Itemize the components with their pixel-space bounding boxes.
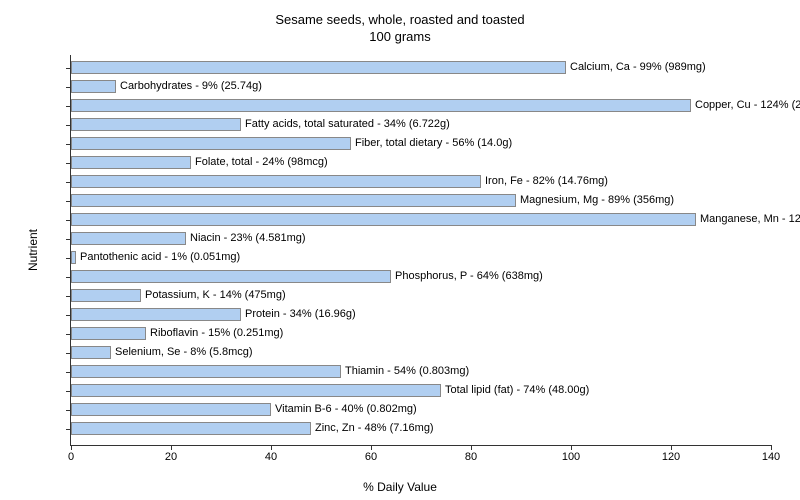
x-tick-label: 140 — [762, 451, 780, 463]
x-tick-label: 40 — [265, 451, 277, 463]
bar-label: Magnesium, Mg - 89% (356mg) — [520, 194, 674, 207]
y-tick-mark — [66, 220, 71, 221]
x-tick-mark — [571, 445, 572, 450]
title-line-2: 100 grams — [0, 29, 800, 46]
bar — [71, 289, 141, 302]
chart-container: Sesame seeds, whole, roasted and toasted… — [0, 0, 800, 500]
bar — [71, 384, 441, 397]
bar-label: Iron, Fe - 82% (14.76mg) — [485, 175, 608, 188]
y-tick-mark — [66, 106, 71, 107]
x-tick-mark — [71, 445, 72, 450]
bar-label: Vitamin B-6 - 40% (0.802mg) — [275, 403, 417, 416]
y-tick-mark — [66, 125, 71, 126]
y-axis-label: Nutrient — [26, 229, 40, 271]
bar-label: Riboflavin - 15% (0.251mg) — [150, 327, 283, 340]
bar-label: Carbohydrates - 9% (25.74g) — [120, 80, 262, 93]
y-tick-mark — [66, 353, 71, 354]
x-tick-mark — [171, 445, 172, 450]
bar — [71, 346, 111, 359]
bar — [71, 137, 351, 150]
bar — [71, 270, 391, 283]
bar-label: Selenium, Se - 8% (5.8mcg) — [115, 346, 253, 359]
bar — [71, 61, 566, 74]
y-tick-mark — [66, 391, 71, 392]
bar — [71, 118, 241, 131]
bar — [71, 213, 696, 226]
bar — [71, 327, 146, 340]
x-tick-mark — [771, 445, 772, 450]
bar — [71, 156, 191, 169]
x-tick-label: 100 — [562, 451, 580, 463]
y-tick-mark — [66, 258, 71, 259]
x-tick-mark — [471, 445, 472, 450]
y-tick-mark — [66, 315, 71, 316]
bar-label: Pantothenic acid - 1% (0.051mg) — [80, 251, 240, 264]
bar — [71, 99, 691, 112]
x-axis-label: % Daily Value — [363, 480, 437, 494]
bar-label: Phosphorus, P - 64% (638mg) — [395, 270, 543, 283]
y-tick-mark — [66, 68, 71, 69]
bar-label: Manganese, Mn - 125% (2.496mg) — [700, 213, 800, 226]
x-tick-label: 80 — [465, 451, 477, 463]
bar-label: Protein - 34% (16.96g) — [245, 308, 356, 321]
title-line-1: Sesame seeds, whole, roasted and toasted — [0, 12, 800, 29]
y-tick-mark — [66, 372, 71, 373]
bar — [71, 194, 516, 207]
x-tick-label: 120 — [662, 451, 680, 463]
x-tick-mark — [271, 445, 272, 450]
bar-label: Thiamin - 54% (0.803mg) — [345, 365, 469, 378]
bar-label: Calcium, Ca - 99% (989mg) — [570, 61, 706, 74]
bar-label: Copper, Cu - 124% (2.470mg) — [695, 99, 800, 112]
x-tick-label: 60 — [365, 451, 377, 463]
bar — [71, 80, 116, 93]
x-tick-label: 20 — [165, 451, 177, 463]
chart-title: Sesame seeds, whole, roasted and toasted… — [0, 0, 800, 46]
bar-label: Zinc, Zn - 48% (7.16mg) — [315, 422, 434, 435]
bar — [71, 251, 76, 264]
x-tick-mark — [671, 445, 672, 450]
y-tick-mark — [66, 429, 71, 430]
bar-label: Fiber, total dietary - 56% (14.0g) — [355, 137, 512, 150]
y-tick-mark — [66, 277, 71, 278]
y-tick-mark — [66, 334, 71, 335]
bar-label: Folate, total - 24% (98mcg) — [195, 156, 328, 169]
bar — [71, 308, 241, 321]
y-tick-mark — [66, 201, 71, 202]
x-tick-label: 0 — [68, 451, 74, 463]
bar — [71, 422, 311, 435]
y-tick-mark — [66, 87, 71, 88]
plot-area: Calcium, Ca - 99% (989mg) Carbohydrates -… — [70, 55, 771, 446]
bar — [71, 175, 481, 188]
y-tick-mark — [66, 296, 71, 297]
bar — [71, 403, 271, 416]
y-tick-mark — [66, 410, 71, 411]
bar-label: Potassium, K - 14% (475mg) — [145, 289, 286, 302]
bar-label: Fatty acids, total saturated - 34% (6.72… — [245, 118, 450, 131]
y-tick-mark — [66, 182, 71, 183]
x-tick-mark — [371, 445, 372, 450]
bar — [71, 365, 341, 378]
y-tick-mark — [66, 239, 71, 240]
bar-label: Niacin - 23% (4.581mg) — [190, 232, 306, 245]
bar-label: Total lipid (fat) - 74% (48.00g) — [445, 384, 589, 397]
bar — [71, 232, 186, 245]
y-tick-mark — [66, 144, 71, 145]
y-tick-mark — [66, 163, 71, 164]
